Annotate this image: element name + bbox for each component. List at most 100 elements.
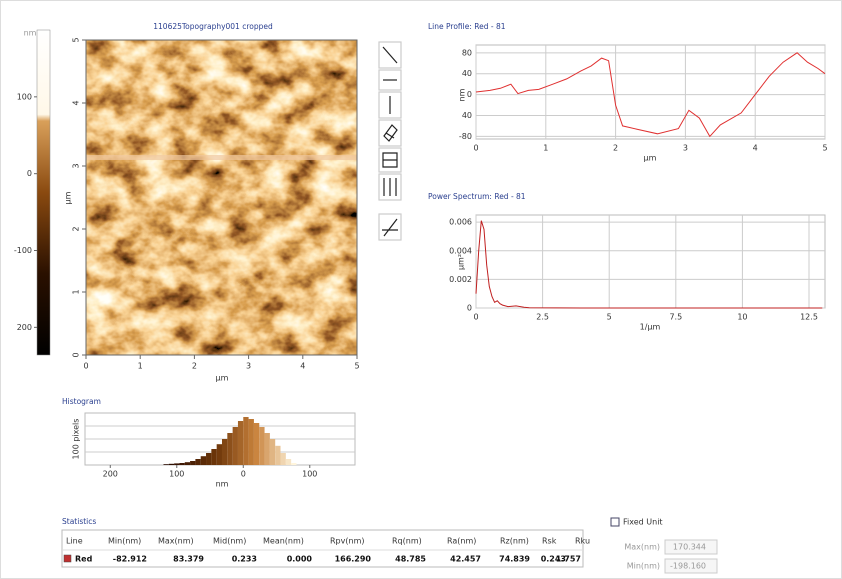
plot-area [476, 215, 825, 308]
column-header: Ra(nm) [447, 537, 476, 546]
histogram-bar [270, 439, 275, 465]
column-header: Rq(nm) [392, 537, 422, 546]
histogram-bar [254, 423, 259, 465]
histogram-bar [169, 464, 174, 465]
histogram-bar [163, 464, 168, 465]
x-tick-label: 2 [613, 144, 618, 153]
y-tick-label: 40 [462, 111, 472, 120]
column-header: Rpv(nm) [330, 537, 364, 546]
x-axis-label: µm [644, 154, 657, 163]
fixed-unit-checkbox[interactable] [611, 518, 619, 526]
colorbar-tick-label: 0 [27, 169, 32, 178]
column-header: Rz(nm) [500, 537, 529, 546]
histogram-bar [206, 453, 211, 465]
histogram-bar [190, 461, 195, 465]
x-tick-label: 200 [103, 470, 118, 479]
plot-area [476, 45, 825, 139]
x-tick-label: 100 [169, 470, 184, 479]
max-label: Max(nm) [624, 543, 660, 552]
x-axis-label: nm [216, 480, 229, 489]
cell: 48.785 [395, 555, 426, 564]
column-header: Rsk [542, 537, 557, 546]
x-tick-label: 1 [543, 144, 548, 153]
histogram-bar [195, 459, 200, 465]
histogram-bar [227, 433, 232, 465]
y-axis-label: nm [458, 88, 467, 101]
histogram-bar [201, 456, 206, 465]
fixed-unit-label: Fixed Unit [623, 518, 663, 527]
x-tick-label: 0 [83, 362, 88, 371]
x-tick-label: 5 [607, 313, 612, 322]
colorbar [37, 30, 50, 355]
histogram-bar [275, 446, 280, 465]
line-checkbox[interactable] [64, 555, 71, 562]
y-tick-label: 3 [72, 163, 81, 168]
x-tick-label: 3 [683, 144, 688, 153]
y-axis-label: µm² [457, 254, 466, 270]
x-tick-label: 10 [737, 313, 747, 322]
x-tick-label: 3 [246, 362, 251, 371]
image-xlabel: µm [216, 374, 229, 383]
y-axis-label: 100 pixels [72, 419, 81, 460]
histogram-bar [249, 419, 254, 465]
x-tick-label: 4 [300, 362, 305, 371]
max-value: 170.344 [673, 543, 706, 552]
topography-image [86, 40, 357, 355]
histogram-bar [291, 463, 296, 465]
x-tick-label: 5 [822, 144, 827, 153]
y-tick-label: 1 [72, 289, 81, 294]
tool-rotated-box[interactable] [379, 120, 401, 146]
column-header: Mid(nm) [213, 537, 246, 546]
x-axis-label: 1/µm [640, 323, 661, 332]
scan-line [86, 155, 357, 160]
colorbar-unit: nm [24, 29, 37, 38]
column-header: Mean(nm) [263, 537, 304, 546]
y-tick-label: 80 [462, 48, 472, 57]
y-tick-label: 0 [467, 90, 472, 99]
stats-title: Statistics [62, 517, 96, 526]
x-tick-label: 1 [138, 362, 143, 371]
cell: 0.233 [232, 555, 257, 564]
histogram-bar [243, 417, 248, 465]
cell: 42.457 [450, 555, 481, 564]
x-tick-label: 7.5 [669, 313, 682, 322]
x-tick-label: 0 [241, 470, 246, 479]
x-tick-label: 4 [753, 144, 758, 153]
min-value: -198.160 [670, 562, 706, 571]
histogram-bar [281, 453, 286, 465]
x-tick-label: 0 [473, 144, 478, 153]
column-header: Rku [575, 537, 590, 546]
histogram-bar [233, 427, 238, 465]
colorbar-tick-label: 200 [17, 323, 32, 332]
x-tick-label: 2.5 [536, 313, 549, 322]
min-label: Min(nm) [627, 562, 660, 571]
cell: 1.757 [556, 555, 581, 564]
x-tick-label: 100 [302, 470, 317, 479]
y-tick-label: 2 [72, 226, 81, 231]
chart-title: Line Profile: Red - 81 [428, 22, 506, 31]
y-tick-label: 4 [72, 100, 81, 105]
y-tick-label: 0.004 [449, 246, 472, 255]
tool-angle[interactable] [379, 214, 401, 240]
y-tick-label: 0 [72, 352, 81, 357]
cell: 74.839 [499, 555, 530, 564]
x-tick-label: 2 [192, 362, 197, 371]
x-tick-label: 12.5 [800, 313, 818, 322]
cell: -82.912 [113, 555, 147, 564]
chart-title: Power Spectrum: Red - 81 [428, 192, 526, 201]
y-tick-label: 0.002 [449, 275, 472, 284]
cell: 166.290 [335, 555, 372, 564]
image-title: 110625Topography001 cropped [153, 22, 273, 31]
x-tick-label: 5 [354, 362, 359, 371]
histogram-bar [185, 462, 190, 465]
column-header: Min(nm) [108, 537, 141, 546]
colorbar-tick-label: -100 [14, 246, 32, 255]
column-header: Max(nm) [158, 537, 194, 546]
histogram-bar [222, 439, 227, 465]
histogram-bar [179, 463, 184, 465]
y-tick-label: 40 [462, 69, 472, 78]
y-tick-label: 0 [467, 304, 472, 313]
histogram-bar [174, 463, 179, 465]
app-window: 110625Topography001 cropped µm µm nm Sta… [0, 0, 842, 579]
x-tick-label: 0 [473, 313, 478, 322]
